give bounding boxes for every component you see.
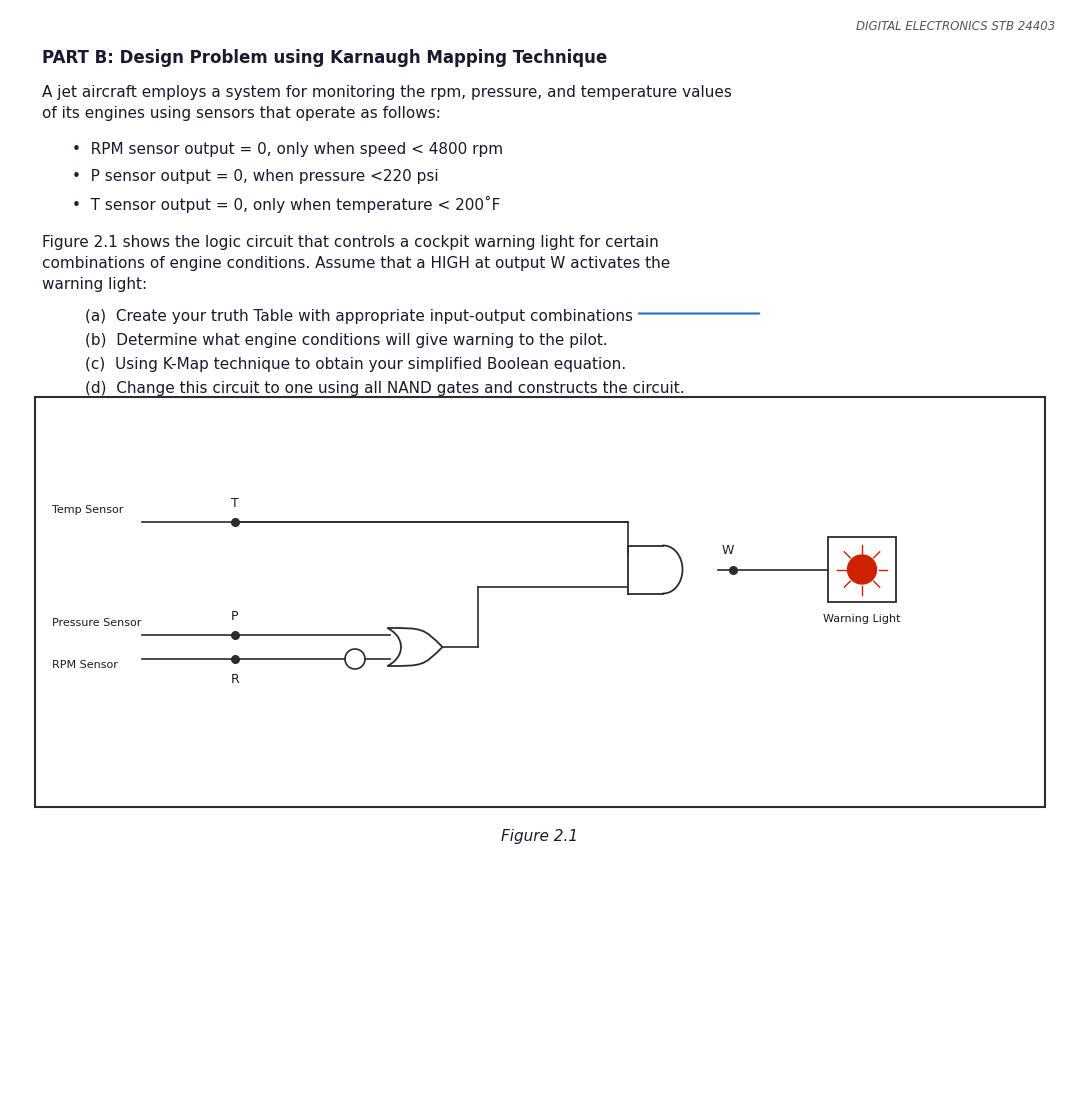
Text: Figure 2.1: Figure 2.1 xyxy=(501,829,579,844)
Text: T: T xyxy=(232,497,239,510)
Text: DIGITAL ELECTRONICS STB 24403: DIGITAL ELECTRONICS STB 24403 xyxy=(856,20,1055,33)
Text: (b)  Determine what engine conditions will give warning to the pilot.: (b) Determine what engine conditions wil… xyxy=(85,333,608,348)
Circle shape xyxy=(847,555,876,584)
Text: Pressure Sensor: Pressure Sensor xyxy=(52,618,142,628)
Text: P: P xyxy=(232,610,239,623)
Text: •  P sensor output = 0, when pressure <220 psi: • P sensor output = 0, when pressure <22… xyxy=(72,169,438,184)
Text: R: R xyxy=(230,673,239,686)
Text: (c)  Using K-Map technique to obtain your simplified Boolean equation.: (c) Using K-Map technique to obtain your… xyxy=(85,356,626,372)
Text: RPM Sensor: RPM Sensor xyxy=(52,660,118,670)
Text: A jet aircraft employs a system for monitoring the rpm, pressure, and temperatur: A jet aircraft employs a system for moni… xyxy=(42,85,731,121)
Text: •  T sensor output = 0, only when temperature < 200˚F: • T sensor output = 0, only when tempera… xyxy=(72,196,500,213)
Text: Figure 2.1 shows the logic circuit that controls a cockpit warning light for cer: Figure 2.1 shows the logic circuit that … xyxy=(42,235,670,292)
Text: PART B: Design Problem using Karnaugh Mapping Technique: PART B: Design Problem using Karnaugh Ma… xyxy=(42,49,607,68)
Text: Temp Sensor: Temp Sensor xyxy=(52,505,123,515)
Text: W: W xyxy=(722,545,734,558)
Text: (d)  Change this circuit to one using all NAND gates and constructs the circuit.: (d) Change this circuit to one using all… xyxy=(85,381,685,396)
Text: •  RPM sensor output = 0, only when speed < 4800 rpm: • RPM sensor output = 0, only when speed… xyxy=(72,142,503,157)
Text: Warning Light: Warning Light xyxy=(823,614,900,624)
PathPatch shape xyxy=(387,628,443,666)
Bar xyxy=(35,397,1045,807)
Bar xyxy=(828,537,896,602)
Text: (a)  Create your truth Table with appropriate input-output combinations: (a) Create your truth Table with appropr… xyxy=(85,309,633,324)
